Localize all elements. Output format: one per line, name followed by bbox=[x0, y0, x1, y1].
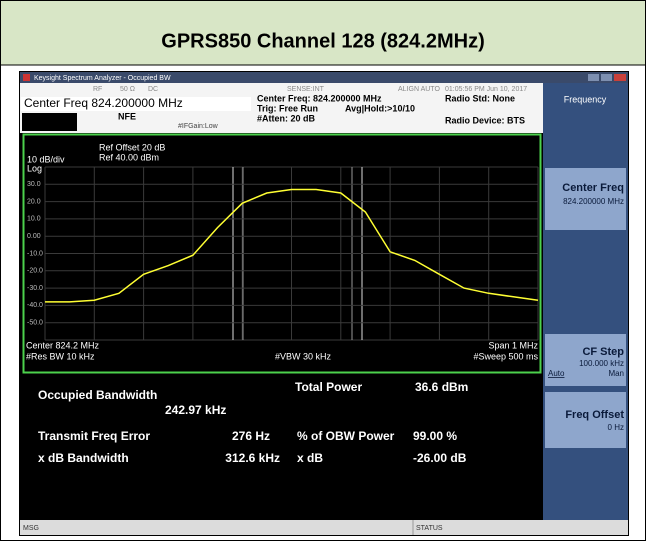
entry-box[interactable] bbox=[21, 97, 251, 111]
sweep: #Sweep 500 ms bbox=[473, 351, 538, 361]
title-bar bbox=[20, 72, 628, 83]
softkey-label: CF Step bbox=[582, 346, 624, 358]
y-tick-label: -50.0 bbox=[27, 320, 43, 327]
softkey-value: 824.200000 MHz bbox=[563, 197, 624, 206]
minimize[interactable] bbox=[588, 74, 599, 81]
close[interactable] bbox=[614, 74, 626, 81]
softkey-value: 0 Hz bbox=[608, 423, 624, 432]
ref-offset: Ref Offset 20 dB bbox=[99, 142, 165, 152]
info-nfe: NFE bbox=[118, 111, 136, 121]
total-power-value: 36.6 dBm bbox=[415, 380, 468, 394]
y-tick-label: -20.0 bbox=[27, 268, 43, 275]
xdb-value: -26.00 dB bbox=[413, 451, 467, 465]
softkey-option[interactable]: Auto bbox=[548, 369, 565, 378]
softkey-label: Freq Offset bbox=[565, 409, 624, 421]
softkey-menu: Frequency bbox=[564, 94, 607, 104]
total-power-label: Total Power bbox=[295, 380, 362, 394]
results-area bbox=[20, 375, 543, 520]
xdb-label: x dB bbox=[297, 451, 323, 465]
softkey-panel bbox=[543, 83, 628, 520]
maximize[interactable] bbox=[601, 74, 612, 81]
obw-value: 242.97 kHz bbox=[165, 403, 226, 417]
header-title: GPRS850 Channel 128 (824.2MHz) bbox=[161, 30, 484, 52]
info-trig: Trig: Free Run bbox=[257, 103, 318, 113]
softkey[interactable] bbox=[545, 168, 626, 230]
y-tick-label: 30.0 bbox=[27, 181, 41, 188]
obw-power-value: 99.00 % bbox=[413, 429, 457, 443]
y-tick-label: -30.0 bbox=[27, 285, 43, 292]
status-msg: MSG bbox=[23, 525, 39, 532]
softkey[interactable] bbox=[545, 392, 626, 448]
info-radio-std: Radio Std: None bbox=[445, 93, 515, 103]
ref-level: Ref 40.00 dBm bbox=[99, 152, 159, 162]
center-freq-entry: Center Freq 824.200000 MHz bbox=[24, 96, 183, 110]
y-tick-label: 0.00 bbox=[27, 233, 41, 240]
info-sense: SENSE:INT bbox=[287, 86, 325, 93]
info-coupling: DC bbox=[148, 86, 158, 93]
trace bbox=[45, 188, 539, 303]
softkey-option[interactable]: Man bbox=[608, 369, 624, 378]
scale-type: Log bbox=[27, 163, 42, 173]
info-atten: #Atten: 20 dB bbox=[257, 113, 316, 123]
window-title: Keysight Spectrum Analyzer - Occupied BW bbox=[34, 75, 171, 82]
res-bw: #Res BW 10 kHz bbox=[26, 351, 95, 361]
info-align: ALIGN AUTO bbox=[398, 86, 440, 93]
xdb-bw-label: x dB Bandwidth bbox=[38, 451, 129, 465]
obw-power-label: % of OBW Power bbox=[297, 429, 395, 443]
softkey-value: 100.000 kHz bbox=[579, 359, 624, 368]
y-tick-label: 20.0 bbox=[27, 198, 41, 205]
app-icon bbox=[23, 74, 30, 81]
status-bar bbox=[20, 520, 628, 535]
info-rf: RF bbox=[93, 86, 102, 93]
header-band bbox=[1, 1, 645, 65]
xdb-bw-value: 312.6 kHz bbox=[225, 451, 280, 465]
softkey-label: Center Freq bbox=[562, 182, 624, 194]
span: Span 1 MHz bbox=[488, 340, 538, 350]
info-time: 01:05:56 PM Jun 10, 2017 bbox=[445, 86, 527, 93]
scale: 10 dB/div bbox=[27, 154, 65, 164]
softkey[interactable] bbox=[545, 334, 626, 386]
y-tick-label: -40.0 bbox=[27, 302, 43, 309]
y-tick-label: 10.0 bbox=[27, 216, 41, 223]
freq-error-label: Transmit Freq Error bbox=[38, 429, 150, 443]
info-impedance: 50 Ω bbox=[120, 86, 135, 93]
y-tick-label: -10.0 bbox=[27, 250, 43, 257]
status-status: STATUS bbox=[416, 525, 443, 532]
freq-error-value: 276 Hz bbox=[232, 429, 270, 443]
info-avg: Avg|Hold:>10/10 bbox=[345, 103, 415, 113]
center-label: Center 824.2 MHz bbox=[26, 340, 100, 350]
entry-black bbox=[22, 113, 77, 131]
vbw: #VBW 30 kHz bbox=[275, 351, 332, 361]
info-radio-device: Radio Device: BTS bbox=[445, 115, 525, 125]
obw-label: Occupied Bandwidth bbox=[38, 388, 157, 402]
info-ifgain: #IFGain:Low bbox=[178, 123, 219, 130]
info-center: Center Freq: 824.200000 MHz bbox=[257, 93, 382, 103]
graph-border bbox=[22, 133, 542, 374]
